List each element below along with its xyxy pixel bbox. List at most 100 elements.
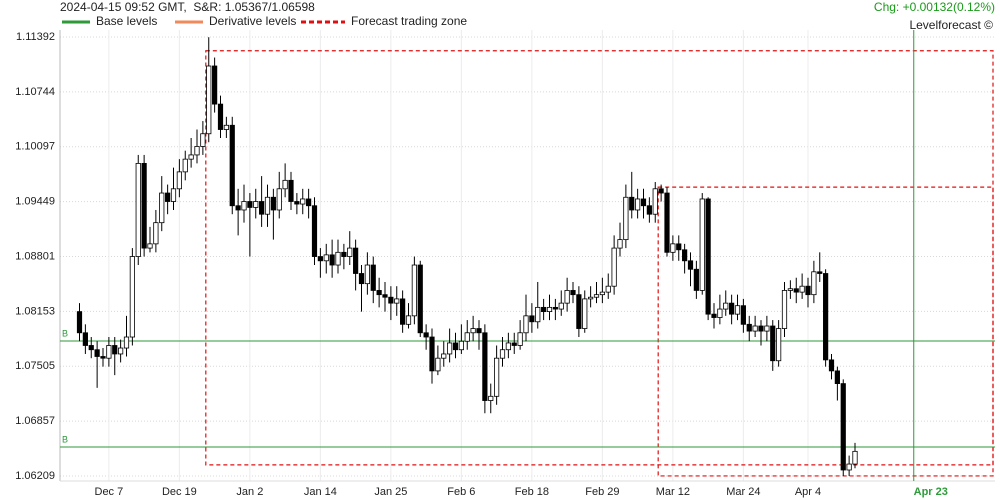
legend-label: Forecast trading zone bbox=[351, 14, 467, 28]
candle-body bbox=[558, 302, 564, 310]
forecast-zone bbox=[657, 186, 994, 477]
candle-body bbox=[212, 65, 218, 105]
candle-body bbox=[840, 383, 846, 471]
candle-body bbox=[276, 188, 282, 211]
x-tick-label: Jan 25 bbox=[374, 486, 407, 498]
candle-body bbox=[458, 340, 464, 351]
candle-body bbox=[564, 290, 570, 304]
candle-body bbox=[270, 196, 276, 211]
candle-body bbox=[370, 264, 376, 291]
candle-body bbox=[353, 247, 359, 274]
candle-body bbox=[247, 201, 253, 208]
candle-body bbox=[447, 342, 453, 355]
candle-body bbox=[170, 188, 177, 202]
candle-body bbox=[570, 290, 576, 296]
candle-body bbox=[400, 298, 406, 325]
x-tick-label: Jan 14 bbox=[304, 486, 337, 498]
candle-body bbox=[294, 201, 300, 205]
candle-body bbox=[94, 349, 100, 357]
candle-body bbox=[441, 353, 447, 359]
candle-body bbox=[834, 370, 840, 385]
candle-body bbox=[388, 296, 394, 304]
candle-body bbox=[546, 306, 553, 313]
chart-title: 2024-04-15 09:52 GMT, S&R: 1.05367/1.065… bbox=[60, 0, 315, 14]
candle-body bbox=[599, 291, 605, 296]
candle-body bbox=[317, 256, 323, 262]
candle-body bbox=[423, 332, 429, 338]
candle-body bbox=[147, 243, 153, 249]
forecast-date-label: Apr 23 bbox=[914, 486, 948, 498]
candle-body bbox=[535, 306, 541, 323]
candle-body bbox=[206, 65, 212, 135]
candle-body bbox=[823, 273, 829, 361]
candle-body bbox=[776, 328, 782, 362]
candle-body bbox=[300, 198, 306, 205]
candle-body bbox=[229, 124, 235, 207]
candle-body bbox=[159, 192, 165, 224]
candle-body bbox=[76, 311, 83, 334]
candle-body bbox=[464, 332, 470, 342]
candle-body bbox=[329, 254, 335, 266]
y-tick-label: 1.07505 bbox=[15, 360, 55, 372]
x-tick-label: Mar 24 bbox=[726, 486, 760, 498]
change: Chg: +0.00132(0.12%) bbox=[874, 0, 995, 14]
candle-body bbox=[611, 247, 617, 287]
candle-body bbox=[817, 271, 823, 274]
candle-body bbox=[100, 356, 106, 359]
candle-body bbox=[323, 254, 329, 262]
candle-body bbox=[717, 308, 723, 318]
candle-body bbox=[153, 222, 159, 245]
candle-body bbox=[335, 251, 341, 266]
x-tick-label: Apr 4 bbox=[795, 486, 821, 498]
candle-body bbox=[705, 198, 711, 315]
candle-body bbox=[106, 345, 112, 359]
candle-body bbox=[311, 205, 318, 257]
candle-body bbox=[629, 196, 635, 211]
candle-body bbox=[505, 342, 511, 351]
candle-body bbox=[135, 162, 141, 257]
candle-body bbox=[687, 260, 694, 270]
brand: Levelforecast © bbox=[909, 18, 993, 32]
candle-body bbox=[552, 306, 558, 310]
candle-body bbox=[729, 302, 735, 315]
candle-body bbox=[682, 249, 688, 262]
candle-body bbox=[846, 463, 852, 471]
y-tick-label: 1.08153 bbox=[15, 305, 55, 317]
candle-body bbox=[417, 264, 423, 334]
candle-body bbox=[646, 205, 652, 215]
candle-body bbox=[223, 124, 229, 130]
candle-body bbox=[752, 325, 758, 332]
candle-body bbox=[640, 198, 647, 207]
candle-body bbox=[341, 251, 347, 257]
candle-body bbox=[82, 332, 88, 346]
y-tick-label: 1.10744 bbox=[15, 86, 55, 98]
candle-body bbox=[658, 188, 664, 194]
x-tick-label: Feb 6 bbox=[447, 486, 475, 498]
x-tick-label: Dec 7 bbox=[95, 486, 124, 498]
candle-body bbox=[358, 273, 365, 285]
candle-body bbox=[617, 239, 623, 249]
candle-body bbox=[382, 294, 388, 298]
candle-body bbox=[828, 359, 835, 372]
y-tick-label: 1.06209 bbox=[15, 470, 55, 482]
candle-body bbox=[770, 325, 776, 362]
candle-body bbox=[200, 133, 206, 147]
legend-label: Base levels bbox=[96, 14, 157, 28]
candle-body bbox=[112, 345, 118, 355]
candle-body bbox=[405, 315, 412, 325]
candle-body bbox=[482, 332, 488, 401]
candle-body bbox=[699, 198, 705, 291]
candle-body bbox=[376, 290, 382, 296]
candle-body bbox=[88, 345, 94, 351]
candle-body bbox=[217, 103, 224, 130]
candle-body bbox=[129, 256, 135, 338]
candle-body bbox=[364, 264, 370, 285]
candle-body bbox=[306, 198, 312, 207]
candle-body bbox=[576, 294, 582, 329]
candle-body bbox=[188, 154, 194, 160]
candle-body bbox=[764, 325, 770, 332]
candle-body bbox=[141, 162, 147, 249]
forecast-zone bbox=[205, 50, 994, 466]
y-tick-label: 1.10097 bbox=[15, 141, 55, 153]
